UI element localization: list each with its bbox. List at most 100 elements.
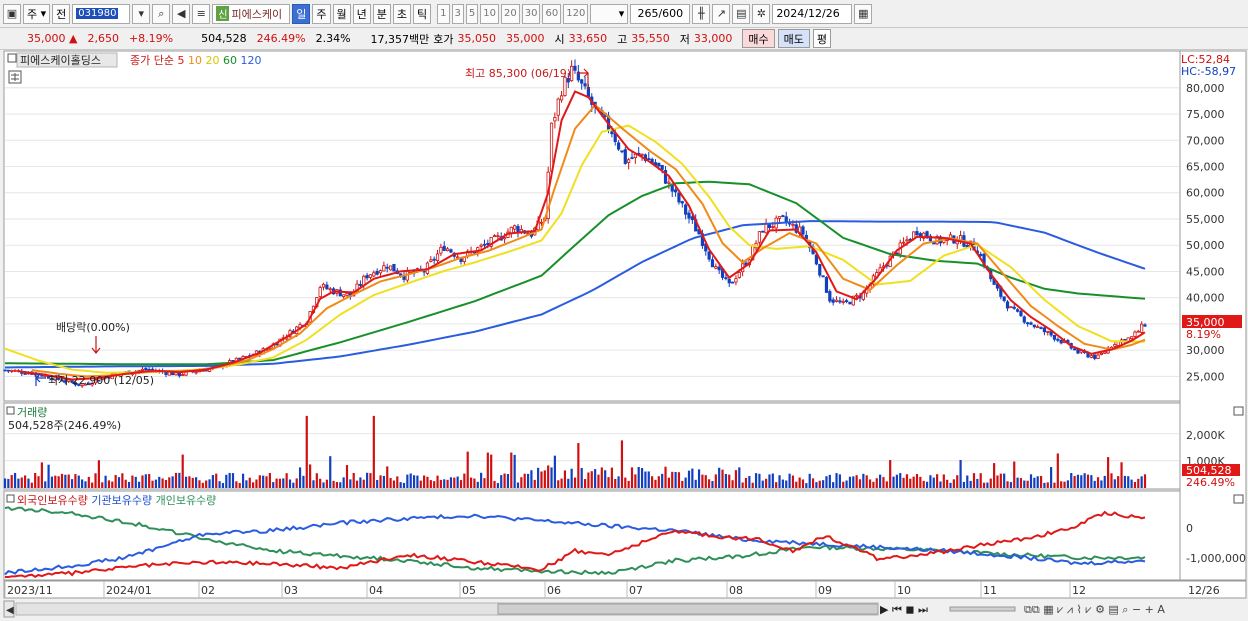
- volume-bar: [570, 468, 573, 488]
- volume-bar: [647, 471, 650, 488]
- volume-bar: [1140, 476, 1143, 488]
- candle-body: [6, 369, 10, 372]
- tab-period-5[interactable]: 초: [392, 3, 412, 24]
- volume-bar: [711, 481, 714, 488]
- candle-body: [767, 224, 772, 229]
- volume-bar: [154, 479, 157, 488]
- volume-bar: [573, 477, 577, 488]
- tab-interval-60[interactable]: 60: [542, 3, 562, 24]
- volume-bar: [956, 475, 959, 488]
- candle-type-icon[interactable]: ╫: [692, 3, 711, 24]
- tab-interval-20[interactable]: 20: [501, 3, 520, 24]
- x-label-4: 04: [369, 584, 383, 597]
- candle-body: [818, 264, 822, 276]
- volume-bar: [372, 415, 375, 488]
- volume-bar: [537, 467, 540, 488]
- holdings-panel-close-icon[interactable]: [1233, 494, 1244, 504]
- volume-bar: [838, 474, 841, 488]
- scrollbar-thumb[interactable]: [497, 603, 879, 615]
- volume-bar: [1123, 475, 1126, 488]
- candle-body: [777, 216, 782, 219]
- stock-name-field[interactable]: 신 피에스케이: [212, 3, 291, 24]
- volume-bar: [530, 470, 533, 488]
- tab-interval-1[interactable]: 1: [437, 3, 450, 24]
- volume-bar: [661, 473, 664, 488]
- tab-period-3[interactable]: 년: [352, 3, 371, 24]
- tab-interval-10[interactable]: 10: [480, 3, 500, 24]
- playback-controls-icon[interactable]: ▶ ⏮ ◼ ⏭: [880, 603, 928, 616]
- candle-body: [445, 248, 450, 252]
- save-icon[interactable]: ▤: [732, 3, 751, 24]
- volume-bar: [164, 480, 168, 488]
- candle-body: [680, 201, 684, 204]
- price-tick-9: 70,000: [1186, 134, 1225, 147]
- volume-bar: [993, 463, 996, 488]
- volume-bar: [1006, 481, 1009, 488]
- volume-bar: [811, 478, 815, 488]
- bid-price: 35,000: [506, 32, 545, 45]
- prev-button[interactable]: 전: [52, 3, 71, 24]
- sell-button[interactable]: 매도: [777, 29, 810, 48]
- market-select[interactable]: 주 ▾: [23, 3, 51, 24]
- candle-body: [838, 300, 842, 303]
- price-change-pct: +8.19%: [128, 32, 174, 45]
- tab-period-2[interactable]: 월: [332, 3, 351, 24]
- draw-tool-icon[interactable]: ↗: [712, 3, 731, 24]
- tab-interval-120[interactable]: 120: [563, 3, 589, 24]
- candle-body: [549, 122, 554, 172]
- volume-bar: [587, 472, 590, 488]
- volume-bar: [409, 473, 412, 488]
- candle-body: [358, 284, 363, 286]
- window-icon[interactable]: ▣: [3, 3, 21, 24]
- tab-interval-30[interactable]: 30: [521, 3, 541, 24]
- tab-period-6[interactable]: 틱: [413, 3, 432, 24]
- volume-bar: [74, 474, 77, 488]
- zoom-slider[interactable]: [949, 606, 1016, 612]
- candle-body: [23, 373, 27, 375]
- candle-body: [764, 223, 768, 234]
- tab-interval-3[interactable]: 3: [451, 3, 464, 24]
- chart-tools-icons[interactable]: ⧉⧉ ▦ ⩗ ⩘ ⌇ ⩗ ⚙ ▤ ⌕ − + A: [1024, 603, 1165, 616]
- interval-dropdown[interactable]: ▾: [590, 3, 629, 24]
- stock-code-input[interactable]: 031980: [72, 3, 131, 24]
- candle-body: [328, 288, 332, 291]
- volume-bar: [553, 455, 556, 488]
- gear-icon[interactable]: ✲: [752, 3, 771, 24]
- candle-body: [486, 242, 490, 245]
- count-field[interactable]: 265/600: [630, 3, 691, 24]
- volume-bar: [805, 483, 808, 488]
- volume-bar: [423, 475, 426, 488]
- menu-icon[interactable]: ≡: [192, 3, 211, 24]
- volume-bar: [547, 465, 550, 488]
- tab-period-4[interactable]: 분: [372, 3, 391, 24]
- candle-body: [915, 231, 919, 236]
- scroll-left-button[interactable]: [3, 600, 15, 618]
- tab-period-0[interactable]: 일: [292, 3, 311, 24]
- volume-bar: [1090, 475, 1093, 488]
- volume-bar: [842, 481, 845, 488]
- volume-bar: [1100, 480, 1103, 488]
- volume-bar: [1070, 473, 1073, 488]
- calendar-icon[interactable]: ▦: [854, 3, 873, 24]
- date-field[interactable]: 2024/12/26: [772, 3, 853, 24]
- code-dropdown-icon[interactable]: ▾: [132, 3, 151, 24]
- volume-bar: [376, 479, 379, 488]
- lc-label: LC:52,84: [1181, 53, 1230, 66]
- tab-period-1[interactable]: 주: [312, 3, 331, 24]
- buy-button[interactable]: 매수: [742, 29, 775, 48]
- volume-bar: [1086, 474, 1090, 488]
- search-icon[interactable]: ⌕: [152, 3, 171, 24]
- volume-bar: [969, 480, 972, 488]
- volume-bar: [369, 473, 372, 488]
- volume-bar: [161, 478, 164, 488]
- speaker-icon[interactable]: ◀: [172, 3, 191, 24]
- candle-body: [730, 281, 735, 284]
- volume-bar: [148, 474, 151, 488]
- candle-body: [516, 225, 520, 233]
- candle-body: [10, 369, 14, 372]
- eval-button[interactable]: 평: [812, 29, 832, 48]
- candle-body: [1036, 326, 1040, 329]
- tab-interval-5[interactable]: 5: [465, 3, 479, 24]
- volume-value-label: 504,528주(246.49%): [8, 419, 121, 432]
- volume-panel-close-icon[interactable]: [1233, 406, 1244, 416]
